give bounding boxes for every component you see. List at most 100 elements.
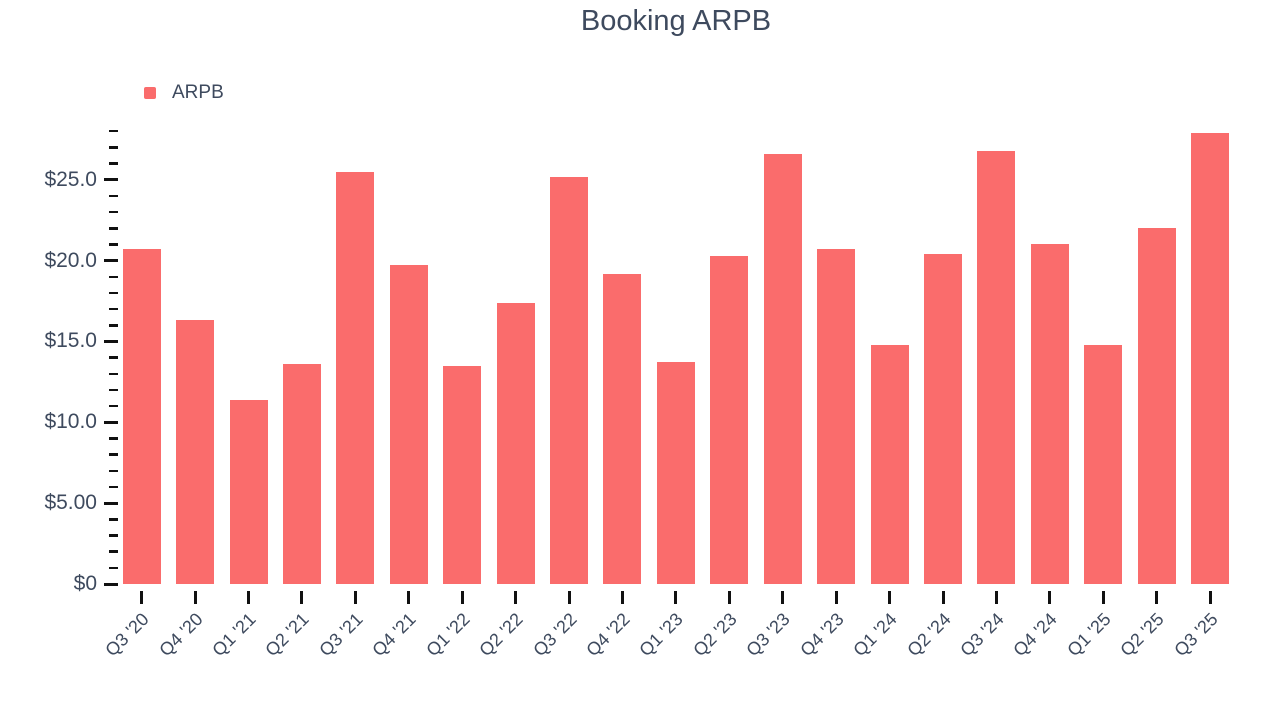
x-axis-tick <box>1208 591 1212 604</box>
x-axis-label: Q3 '21 <box>315 609 367 661</box>
x-axis-tick <box>353 591 357 604</box>
bar[interactable] <box>443 365 482 584</box>
x-axis-label: Q2 '22 <box>475 609 527 661</box>
y-axis-major-tick <box>104 178 118 182</box>
y-axis-minor-tick <box>109 210 118 214</box>
y-axis-minor-tick <box>109 227 118 230</box>
bar[interactable] <box>176 320 215 584</box>
x-axis-label: Q1 '22 <box>422 609 474 661</box>
x-axis-tick <box>941 591 945 604</box>
x-axis-tick <box>727 591 731 604</box>
y-axis-major-tick <box>104 582 118 586</box>
x-axis-tick <box>994 591 998 604</box>
x-axis-label: Q3 '23 <box>742 609 794 661</box>
bar[interactable] <box>550 176 589 584</box>
y-axis-minor-tick <box>109 404 118 408</box>
y-axis-minor-tick <box>109 275 118 279</box>
y-axis-minor-tick <box>109 291 118 295</box>
x-axis-label: Q1 '25 <box>1063 609 1115 661</box>
bar[interactable] <box>496 302 535 584</box>
y-axis-major-tick <box>104 339 118 343</box>
x-axis-tick <box>247 591 251 604</box>
x-axis-tick <box>1155 591 1159 604</box>
x-axis-tick <box>1101 591 1105 604</box>
x-axis-label: Q2 '21 <box>261 609 314 661</box>
x-axis-label: Q2 '24 <box>902 609 955 661</box>
x-axis-label: Q4 '23 <box>796 609 848 661</box>
y-axis-minor-tick <box>109 566 118 570</box>
y-axis-minor-tick <box>109 437 118 440</box>
y-axis-minor-tick <box>109 129 118 133</box>
y-axis-major-tick <box>104 420 118 424</box>
y-axis-label: $20.0 <box>44 248 97 272</box>
y-axis-minor-tick <box>109 243 118 246</box>
bar[interactable] <box>817 249 856 584</box>
bar[interactable] <box>389 265 428 584</box>
x-axis-label: Q4 '22 <box>582 609 634 661</box>
x-axis-tick <box>567 591 571 604</box>
y-axis-minor-tick <box>109 485 118 489</box>
y-axis-minor-tick <box>109 194 118 198</box>
x-axis-tick <box>781 591 785 604</box>
y-axis-label: $5.00 <box>44 491 97 515</box>
x-axis-label: Q4 '20 <box>155 609 207 661</box>
y-axis-label: $25.0 <box>44 167 97 191</box>
x-axis-tick <box>834 591 838 604</box>
y-axis-label: $15.0 <box>44 329 97 353</box>
y-axis-minor-tick <box>109 162 118 165</box>
x-axis-label: Q2 '25 <box>1116 609 1168 661</box>
bar[interactable] <box>924 254 962 584</box>
bar[interactable] <box>1137 228 1176 584</box>
bar[interactable] <box>229 399 268 584</box>
y-axis-major-tick <box>104 501 118 505</box>
bar[interactable] <box>336 171 375 584</box>
x-axis-label: Q1 '24 <box>849 609 901 661</box>
legend-swatch-icon <box>144 87 156 99</box>
y-axis-minor-tick <box>109 356 118 359</box>
x-axis-tick <box>514 591 518 604</box>
y-axis-minor-tick <box>109 550 118 553</box>
y-axis-label: $10.0 <box>44 410 97 434</box>
y-axis-minor-tick <box>109 469 118 473</box>
x-axis-tick <box>620 591 624 604</box>
bar[interactable] <box>870 344 909 584</box>
y-axis-minor-tick <box>109 307 118 311</box>
x-axis-tick <box>888 591 892 604</box>
x-axis-label: Q4 '21 <box>368 609 420 661</box>
y-axis-label: $0 <box>73 572 97 595</box>
y-axis-minor-tick <box>109 324 118 327</box>
y-axis-minor-tick <box>109 146 118 149</box>
chart-title: Booking ARPB <box>580 5 772 37</box>
legend-label: ARPB <box>172 82 224 103</box>
x-axis-label: Q1 '23 <box>635 609 688 661</box>
x-axis-label: Q4 '24 <box>1009 609 1061 661</box>
x-axis-label: Q3 '20 <box>101 609 153 661</box>
x-axis-tick <box>674 591 678 604</box>
bar[interactable] <box>656 362 695 584</box>
x-axis-label: Q3 '22 <box>528 609 581 661</box>
legend-item-arpb[interactable]: ARPB <box>144 82 224 104</box>
bar[interactable] <box>1084 344 1123 584</box>
bar[interactable] <box>977 150 1016 584</box>
x-axis-tick <box>193 591 197 604</box>
y-axis-minor-tick <box>109 372 118 376</box>
x-axis-label: Q3 '24 <box>956 609 1008 661</box>
y-axis-minor-tick <box>109 453 118 456</box>
bar[interactable] <box>282 364 321 584</box>
y-axis-minor-tick <box>109 388 118 392</box>
x-axis-label: Q3 '25 <box>1169 609 1222 661</box>
bar[interactable] <box>1030 244 1069 584</box>
bar[interactable] <box>603 273 642 584</box>
bar[interactable] <box>1191 132 1230 584</box>
bar[interactable] <box>710 255 749 584</box>
x-axis-label: Q1 '21 <box>208 609 260 661</box>
x-axis-tick <box>407 591 411 604</box>
bar[interactable] <box>763 153 802 584</box>
x-axis-tick <box>140 591 144 604</box>
y-axis-minor-tick <box>109 534 118 537</box>
x-axis-label: Q2 '23 <box>689 609 741 661</box>
y-axis-major-tick <box>104 259 118 263</box>
bar[interactable] <box>122 249 161 584</box>
x-axis-tick <box>300 591 304 604</box>
